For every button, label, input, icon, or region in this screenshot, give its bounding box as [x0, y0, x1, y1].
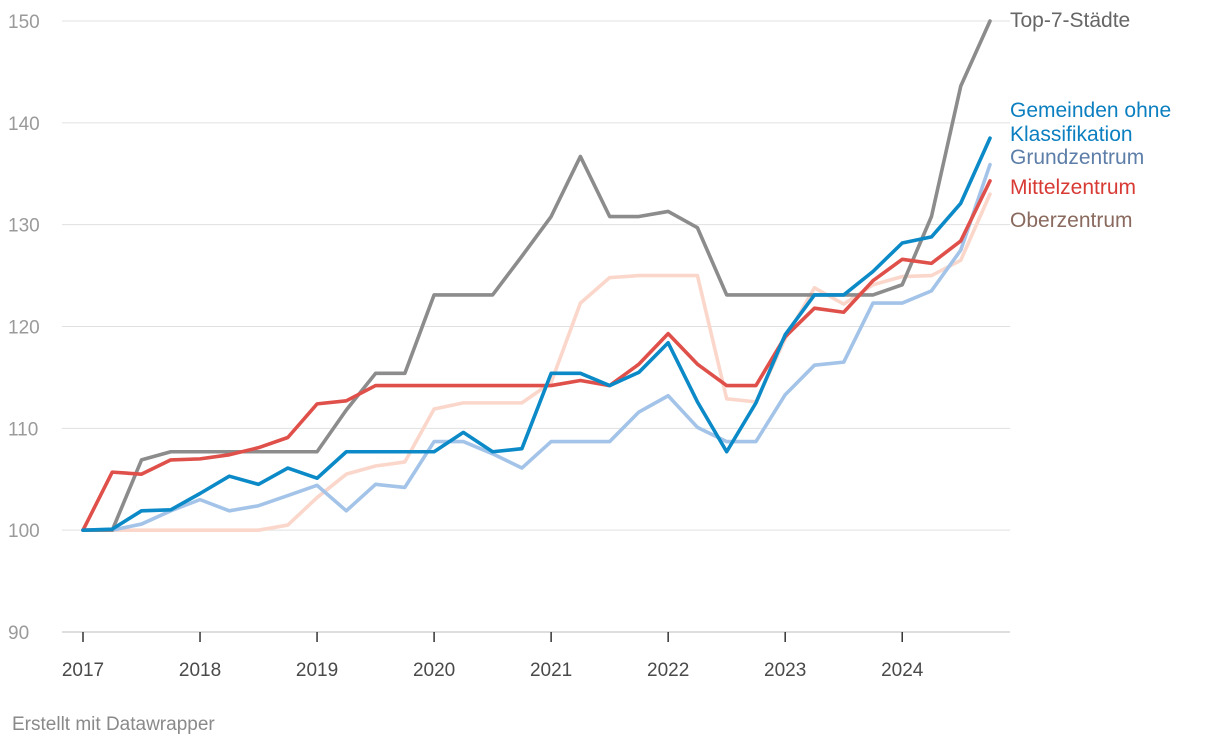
x-tick-label: 2019 — [296, 660, 338, 681]
label-top7: Top-7-Städte — [1010, 9, 1130, 32]
line-chart: 90 100 110 120 130 140 150 2017 2018 2019 2020 202… — [8, 9, 1171, 681]
series-line-oberzentrum — [81, 192, 992, 532]
x-tick-label: 2024 — [881, 660, 924, 681]
label-gemeinden-line1: Gemeinden ohne — [1010, 99, 1171, 122]
x-tick-label: 2020 — [413, 660, 455, 681]
series-line-mittelzentrum — [81, 179, 992, 532]
label-grundzentrum: Grundzentrum — [1010, 146, 1144, 169]
x-tick-label: 2017 — [62, 660, 104, 681]
x-tick-label: 2023 — [764, 660, 806, 681]
x-tick-label: 2018 — [179, 660, 221, 681]
y-tick-label: 100 — [8, 521, 40, 542]
y-tick-label: 150 — [8, 12, 40, 33]
series-lines — [81, 19, 992, 532]
label-oberzentrum: Oberzentrum — [1010, 209, 1133, 232]
y-tick-label: 110 — [8, 419, 38, 440]
x-tick-label: 2021 — [530, 660, 572, 681]
y-tick-label: 140 — [8, 114, 40, 135]
gridlines — [62, 20, 1010, 633]
label-gemeinden-line2: Klassifikation — [1010, 123, 1133, 146]
series-line-gemeinden-ohne-klassifikation — [81, 136, 992, 532]
y-tick-label: 130 — [8, 216, 40, 237]
series-line-grundzentrum — [81, 162, 992, 532]
x-tick-label: 2022 — [647, 660, 689, 681]
label-mittelzentrum: Mittelzentrum — [1010, 176, 1136, 199]
x-axis-ticks: 2017 2018 2019 2020 2021 2022 2023 2024 — [62, 632, 924, 681]
y-tick-label: 90 — [8, 623, 29, 644]
y-tick-label: 120 — [8, 318, 40, 339]
y-axis-ticks: 90 100 110 120 130 140 150 — [8, 12, 40, 644]
series-labels: Top-7-Städte Gemeinden ohne Klassifikati… — [1010, 9, 1171, 232]
footer-credit: Erstellt mit Datawrapper — [12, 714, 215, 735]
